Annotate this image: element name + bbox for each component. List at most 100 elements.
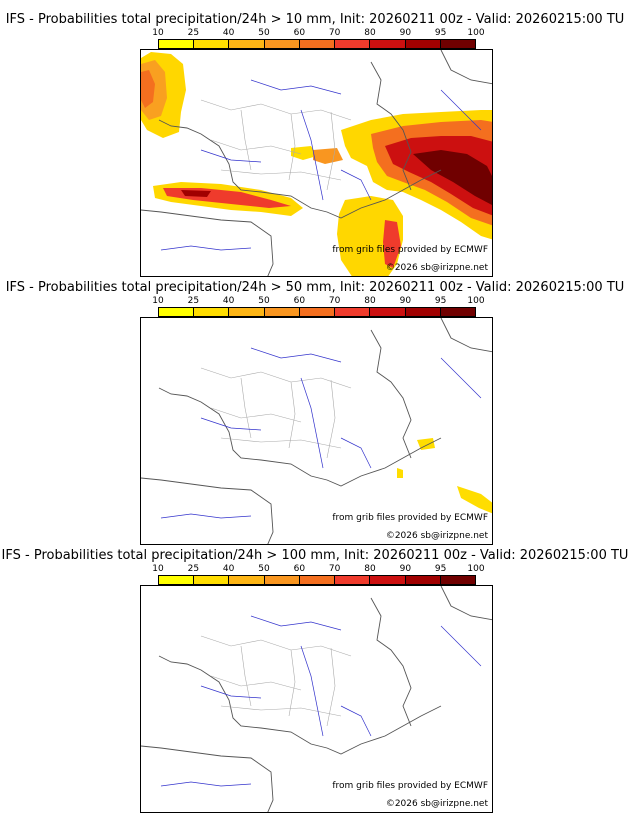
panel-100mm: IFS - Probabilities total precipitation/…: [0, 548, 630, 816]
colorbar-swatch: [194, 40, 230, 48]
colorbar-swatch: [229, 576, 265, 584]
probability-map: from grib files provided by ECMWF ©2026 …: [140, 49, 493, 277]
colorbar-tick-label: 10: [152, 28, 164, 38]
colorbar-tick-label: 95: [434, 296, 447, 306]
colorbar-tick-label: 90: [399, 564, 412, 574]
probability-map: from grib files provided by ECMWF ©2026 …: [140, 317, 493, 545]
colorbar-swatch: [370, 40, 406, 48]
map-canvas: [141, 50, 492, 276]
colorbar-tick-label: 60: [293, 296, 306, 306]
colorbar-swatch: [370, 308, 406, 316]
rivers: [160, 79, 482, 251]
precip-area-pyrenees-inner: [181, 190, 211, 197]
colorbar: 10 25 40 50 60 70 80 90 95 100: [152, 296, 485, 322]
colorbar: 10 25 40 50 60 70 80 90 95 100: [152, 28, 485, 54]
colorbar-swatch: [229, 40, 265, 48]
source-credit: from grib files provided by ECMWF: [332, 245, 488, 255]
colorbar-tick-label: 90: [399, 28, 412, 38]
colorbar-swatches: [158, 575, 476, 585]
coastline: [158, 119, 442, 219]
colorbar-swatch: [194, 576, 230, 584]
colorbar-swatch: [440, 576, 475, 584]
colorbar-tick-label: 70: [328, 28, 341, 38]
copyright-credit: ©2026 sb@irizpne.net: [385, 263, 488, 273]
panel-10mm: IFS - Probabilities total precipitation/…: [0, 12, 630, 280]
precip-area-corsica: [397, 468, 403, 478]
colorbar-swatch: [370, 576, 406, 584]
colorbar-tick-label: 80: [364, 564, 376, 574]
colorbar-tick-label: 60: [293, 28, 306, 38]
colorbar-tick-label: 60: [293, 564, 306, 574]
precip-area-italy: [457, 486, 492, 514]
colorbar-swatch: [299, 40, 336, 48]
colorbar-tick-label: 95: [434, 564, 447, 574]
colorbar-tick-label: 25: [187, 564, 200, 574]
colorbar-swatch: [335, 576, 371, 584]
colorbar-swatch: [264, 308, 300, 316]
colorbar-tick-label: 50: [258, 296, 270, 306]
country-border: [370, 318, 492, 459]
colorbar-swatch: [335, 308, 371, 316]
spain-coast: [141, 209, 274, 276]
colorbar-tick-label: 50: [258, 28, 270, 38]
colorbar-tick-label: 25: [187, 28, 200, 38]
country-border: [370, 50, 492, 191]
colorbar: 10 25 40 50 60 70 80 90 95 100: [152, 564, 485, 590]
precip-area-biscay-inner: [141, 70, 155, 108]
country-border: [370, 586, 492, 727]
colorbar-tick-label: 80: [364, 28, 376, 38]
coastline: [158, 655, 442, 755]
colorbar-tick-label: 40: [222, 296, 235, 306]
region-borders: [200, 635, 352, 727]
rivers: [160, 615, 482, 787]
spain-coast: [141, 477, 274, 544]
source-credit: from grib files provided by ECMWF: [332, 781, 488, 791]
precip-area-central: [291, 146, 317, 160]
precip-area-central-2: [313, 148, 343, 164]
colorbar-tick-label: 100: [467, 28, 485, 38]
probability-map: from grib files provided by ECMWF ©2026 …: [140, 585, 493, 813]
colorbar-swatch: [440, 40, 475, 48]
panel-title: IFS - Probabilities total precipitation/…: [1, 548, 629, 563]
colorbar-swatch: [229, 308, 265, 316]
copyright-credit: ©2026 sb@irizpne.net: [385, 799, 488, 809]
colorbar-swatch: [405, 308, 441, 316]
colorbar-tick-label: 40: [222, 564, 235, 574]
colorbar-swatch: [264, 40, 300, 48]
colorbar-swatch: [159, 40, 195, 48]
colorbar-swatch: [159, 576, 195, 584]
colorbar-swatch: [264, 576, 300, 584]
colorbar-swatch: [299, 308, 336, 316]
colorbar-tick-label: 10: [152, 564, 164, 574]
colorbar-swatch: [405, 40, 441, 48]
region-borders: [200, 99, 352, 191]
source-credit: from grib files provided by ECMWF: [332, 513, 488, 523]
colorbar-tick-label: 25: [187, 296, 200, 306]
colorbar-tick-label: 80: [364, 296, 376, 306]
panel-title: IFS - Probabilities total precipitation/…: [5, 12, 625, 27]
colorbar-swatch: [159, 308, 195, 316]
colorbar-tick-label: 70: [328, 296, 341, 306]
colorbar-swatch: [405, 576, 441, 584]
precip-area-corsica-core: [383, 220, 401, 268]
coastline: [158, 387, 442, 487]
map-canvas: [141, 586, 492, 812]
copyright-credit: ©2026 sb@irizpne.net: [385, 531, 488, 541]
colorbar-tick-label: 100: [467, 296, 485, 306]
colorbar-tick-label: 70: [328, 564, 341, 574]
colorbar-swatch: [335, 40, 371, 48]
colorbar-tick-label: 90: [399, 296, 412, 306]
panel-title: IFS - Probabilities total precipitation/…: [5, 280, 625, 295]
panel-50mm: IFS - Probabilities total precipitation/…: [0, 280, 630, 548]
precip-area-alps-core: [413, 150, 492, 205]
colorbar-tick-label: 95: [434, 28, 447, 38]
map-canvas: [141, 318, 492, 544]
colorbar-swatch: [440, 308, 475, 316]
rivers: [160, 347, 482, 519]
region-borders: [200, 367, 352, 459]
colorbar-tick-label: 10: [152, 296, 164, 306]
colorbar-swatch: [194, 308, 230, 316]
colorbar-tick-label: 100: [467, 564, 485, 574]
spain-coast: [141, 745, 274, 812]
precip-area-alps: [417, 438, 435, 450]
